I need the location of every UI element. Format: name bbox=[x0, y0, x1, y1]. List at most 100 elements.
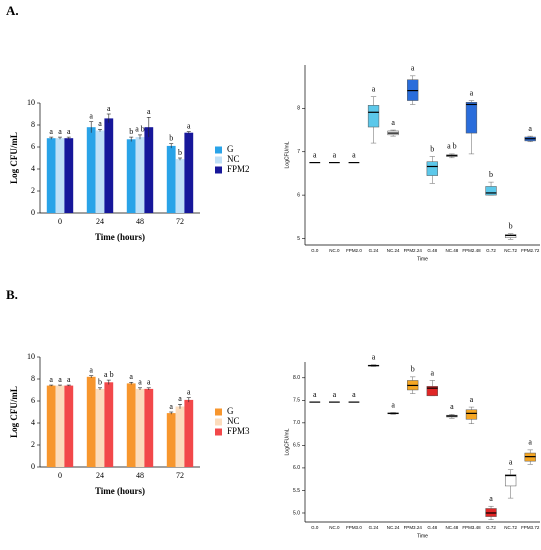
significance-letter: a bbox=[49, 127, 53, 136]
bar bbox=[126, 383, 136, 467]
significance-letter: b bbox=[178, 148, 182, 157]
significance-letter: a b bbox=[104, 370, 114, 379]
x-tick-label: FPM2.0 bbox=[346, 248, 362, 253]
x-tick-label: FPM3.48 bbox=[462, 525, 481, 530]
y-tick-label: 0 bbox=[31, 462, 35, 471]
x-tick-label: NC.48 bbox=[445, 525, 458, 530]
y-tick-label: 7 bbox=[297, 149, 300, 155]
legend-swatch bbox=[215, 408, 222, 416]
x-axis-title: Time (hours) bbox=[95, 232, 145, 242]
bar bbox=[144, 388, 154, 467]
x-tick-label: NC.48 bbox=[445, 248, 458, 253]
bar bbox=[184, 132, 194, 213]
significance-letter: a bbox=[147, 107, 151, 116]
x-tick-label: G.48 bbox=[427, 525, 437, 530]
y-tick-label: 2 bbox=[31, 186, 35, 195]
x-tick-label: 48 bbox=[136, 217, 144, 226]
box bbox=[367, 105, 380, 128]
y-axis-title: Log CFU/mL bbox=[9, 386, 19, 438]
significance-letter: a bbox=[313, 390, 317, 399]
x-tick-label: G.0 bbox=[311, 525, 319, 530]
significance-letter: a bbox=[58, 375, 62, 384]
significance-letter: b bbox=[98, 378, 102, 387]
x-tick-label: NC.24 bbox=[387, 248, 400, 253]
bar bbox=[64, 385, 74, 467]
panel-label: B. bbox=[6, 287, 18, 302]
y-tick-label: 10 bbox=[27, 352, 35, 361]
significance-letter: a bbox=[129, 372, 133, 381]
x-axis-title: Time (hours) bbox=[95, 486, 145, 496]
legend-swatch bbox=[215, 156, 222, 164]
panel-label: A. bbox=[6, 3, 19, 18]
legend-label: NC bbox=[227, 416, 240, 426]
x-tick-label: G.48 bbox=[427, 248, 437, 253]
x-tick-label: FPM2.72 bbox=[521, 248, 540, 253]
x-tick-label: FPM3.0 bbox=[346, 525, 362, 530]
significance-letter: b bbox=[129, 127, 133, 136]
significance-letter: a bbox=[187, 121, 191, 130]
y-tick-label: 4 bbox=[31, 418, 35, 427]
significance-letter: a bbox=[372, 84, 376, 93]
y-tick-label: 2 bbox=[31, 440, 35, 449]
y-axis-title: Log CFU/mL bbox=[9, 132, 19, 184]
significance-letter: a bbox=[372, 353, 376, 362]
y-tick-label: 8 bbox=[297, 106, 300, 112]
bar bbox=[86, 127, 96, 213]
significance-letter: a bbox=[352, 150, 356, 159]
x-tick-label: NC.72 bbox=[504, 248, 517, 253]
significance-letter: a bbox=[391, 400, 395, 409]
significance-letter: a bbox=[333, 390, 337, 399]
x-tick-label: G.24 bbox=[369, 525, 379, 530]
y-tick-label: 6 bbox=[31, 142, 35, 151]
legend-label: G bbox=[227, 406, 234, 416]
significance-letter: a bbox=[178, 394, 182, 403]
significance-letter: a bbox=[333, 150, 337, 159]
significance-letter: a bbox=[391, 118, 395, 127]
significance-letter: a bbox=[67, 127, 71, 136]
box bbox=[426, 386, 438, 397]
box bbox=[485, 186, 497, 196]
x-tick-label: NC.0 bbox=[329, 248, 340, 253]
x-tick-label: G.0 bbox=[311, 248, 319, 253]
box bbox=[465, 102, 478, 134]
x-tick-label: NC.0 bbox=[329, 525, 340, 530]
significance-letter: a bbox=[450, 402, 454, 411]
bar bbox=[166, 413, 176, 467]
y-tick-label: 6 bbox=[297, 192, 300, 198]
significance-letter: a bbox=[89, 112, 93, 121]
significance-letter: a bbox=[470, 395, 474, 404]
legend-label: G bbox=[227, 144, 234, 154]
x-tick-label: 48 bbox=[136, 471, 144, 480]
y-tick-label: 6.5 bbox=[293, 443, 300, 449]
significance-letter: a bbox=[138, 378, 142, 387]
x-tick-label: G.72 bbox=[486, 248, 496, 253]
x-axis-title: Time bbox=[417, 256, 428, 262]
significance-letter: b bbox=[169, 134, 173, 143]
bar bbox=[144, 127, 154, 213]
bar bbox=[175, 406, 185, 467]
x-tick-label: 0 bbox=[58, 217, 62, 226]
x-tick-label: 0 bbox=[58, 471, 62, 480]
bar bbox=[46, 385, 56, 467]
bar bbox=[104, 118, 114, 213]
x-tick-label: FPM2.24 bbox=[404, 248, 423, 253]
x-tick-label: 24 bbox=[96, 471, 104, 480]
significance-letter: a bbox=[58, 127, 62, 136]
box bbox=[426, 161, 438, 176]
x-tick-label: 24 bbox=[96, 217, 104, 226]
bar bbox=[135, 388, 145, 467]
significance-letter: a bbox=[89, 366, 93, 375]
bar bbox=[166, 145, 176, 213]
significance-letter: a bbox=[49, 375, 53, 384]
bar bbox=[55, 385, 65, 467]
x-tick-label: 72 bbox=[176, 217, 184, 226]
significance-letter: a bbox=[489, 494, 493, 503]
legend-swatch bbox=[215, 418, 222, 426]
significance-letter: a bbox=[352, 390, 356, 399]
significance-letter: a bbox=[67, 375, 71, 384]
y-tick-label: 5.0 bbox=[293, 510, 300, 516]
x-tick-label: G.24 bbox=[369, 248, 379, 253]
significance-letter: a bbox=[411, 64, 415, 73]
bar bbox=[55, 138, 65, 213]
